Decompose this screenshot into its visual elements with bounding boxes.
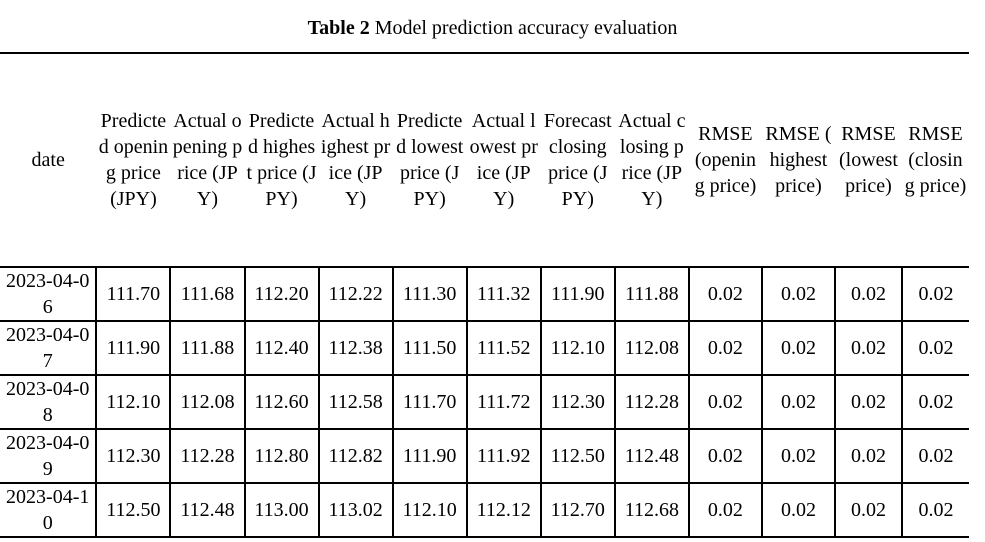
header-rmse-highest: RMSE ( highest price) [761, 53, 835, 268]
table-header: date Predicted opening price (JPY) Actua… [0, 53, 969, 268]
cell-rmse: 0.02 [900, 266, 969, 321]
cell-value: 112.50 [539, 428, 615, 483]
cell-date: 2023-04-06 [0, 266, 97, 321]
cell-value: 112.22 [317, 266, 393, 321]
table-caption-text: Model prediction accuracy evaluation [374, 17, 678, 39]
cell-value: 111.52 [465, 320, 541, 375]
table-caption-label: Table 2 [307, 17, 370, 39]
cell-value: 111.90 [95, 320, 171, 375]
header-date: date [0, 53, 97, 268]
cell-rmse: 0.02 [687, 266, 762, 321]
cell-value: 112.80 [243, 428, 319, 483]
cell-value: 111.70 [391, 374, 467, 429]
cell-rmse: 0.02 [687, 374, 762, 429]
header-forecast-closing: Forecast closing price (JPY) [540, 53, 615, 268]
cell-value: 112.10 [539, 320, 615, 375]
table-row: 2023-04-07 111.90 111.88 112.40 112.38 1… [0, 320, 969, 375]
cell-value: 111.30 [391, 266, 467, 321]
table-row: 2023-04-09 112.30 112.28 112.80 112.82 1… [0, 428, 969, 483]
cell-value: 112.60 [243, 374, 319, 429]
cell-value: 112.28 [613, 374, 689, 429]
cell-date: 2023-04-09 [0, 428, 97, 483]
cell-rmse: 0.02 [833, 374, 902, 429]
cell-date: 2023-04-10 [0, 482, 97, 538]
table-row: 2023-04-08 112.10 112.08 112.60 112.58 1… [0, 374, 969, 429]
cell-value: 112.12 [465, 482, 541, 538]
cell-value: 112.40 [243, 320, 319, 375]
cell-value: 111.90 [539, 266, 615, 321]
cell-value: 112.08 [613, 320, 689, 375]
header-predicted-opening: Predicted opening price (JPY) [96, 53, 171, 268]
header-actual-closing: Actual closing price (JPY) [614, 53, 689, 268]
cell-value: 113.00 [243, 482, 319, 538]
cell-value: 111.32 [465, 266, 541, 321]
header-rmse-closing: RMSE (closing price) [901, 53, 969, 268]
cell-rmse: 0.02 [760, 320, 835, 375]
table-body: 2023-04-06 111.70 111.68 112.20 112.22 1… [0, 266, 969, 538]
cell-rmse: 0.02 [760, 266, 835, 321]
cell-value: 112.38 [317, 320, 393, 375]
cell-value: 111.68 [169, 266, 245, 321]
cell-rmse: 0.02 [833, 320, 902, 375]
header-rmse-lowest: RMSE (lowest price) [834, 53, 902, 268]
cell-rmse: 0.02 [900, 482, 969, 538]
header-rmse-opening: RMSE (opening price) [688, 53, 762, 268]
cell-rmse: 0.02 [833, 428, 902, 483]
cell-value: 112.30 [95, 428, 171, 483]
cell-value: 112.10 [95, 374, 171, 429]
cell-value: 111.70 [95, 266, 171, 321]
cell-value: 111.50 [391, 320, 467, 375]
cell-value: 112.58 [317, 374, 393, 429]
cell-value: 112.08 [169, 374, 245, 429]
header-predicted-highest: Predicted highest price (JPY) [244, 53, 319, 268]
cell-rmse: 0.02 [900, 374, 969, 429]
table-row: 2023-04-06 111.70 111.68 112.20 112.22 1… [0, 266, 969, 321]
header-actual-opening: Actual opening price (JPY) [170, 53, 245, 268]
cell-rmse: 0.02 [760, 374, 835, 429]
cell-value: 112.68 [613, 482, 689, 538]
cell-value: 111.72 [465, 374, 541, 429]
cell-rmse: 0.02 [833, 266, 902, 321]
cell-value: 111.88 [169, 320, 245, 375]
header-actual-highest: Actual highest price (JPY) [318, 53, 393, 268]
cell-rmse: 0.02 [900, 320, 969, 375]
cell-value: 112.10 [391, 482, 467, 538]
header-actual-lowest: Actual lowest price (JPY) [466, 53, 541, 268]
cell-value: 111.92 [465, 428, 541, 483]
cell-rmse: 0.02 [687, 482, 762, 538]
cell-value: 112.48 [169, 482, 245, 538]
cell-value: 112.48 [613, 428, 689, 483]
cell-rmse: 0.02 [833, 482, 902, 538]
cell-value: 112.82 [317, 428, 393, 483]
cell-value: 111.88 [613, 266, 689, 321]
header-predicted-lowest: Predicted lowest price (JPY) [392, 53, 467, 268]
cell-rmse: 0.02 [760, 428, 835, 483]
cell-rmse: 0.02 [760, 482, 835, 538]
cell-rmse: 0.02 [900, 428, 969, 483]
cell-value: 112.30 [539, 374, 615, 429]
cell-value: 112.20 [243, 266, 319, 321]
cell-date: 2023-04-08 [0, 374, 97, 429]
prediction-accuracy-table: date Predicted opening price (JPY) Actua… [0, 52, 969, 538]
cell-value: 111.90 [391, 428, 467, 483]
cell-value: 113.02 [317, 482, 393, 538]
cell-value: 112.50 [95, 482, 171, 538]
cell-rmse: 0.02 [687, 320, 762, 375]
cell-date: 2023-04-07 [0, 320, 97, 375]
table-caption: Table 2 Model prediction accuracy evalua… [0, 14, 985, 42]
cell-value: 112.70 [539, 482, 615, 538]
table-row: 2023-04-10 112.50 112.48 113.00 113.02 1… [0, 482, 969, 538]
cell-value: 112.28 [169, 428, 245, 483]
cell-rmse: 0.02 [687, 428, 762, 483]
header-row: date Predicted opening price (JPY) Actua… [0, 53, 969, 268]
